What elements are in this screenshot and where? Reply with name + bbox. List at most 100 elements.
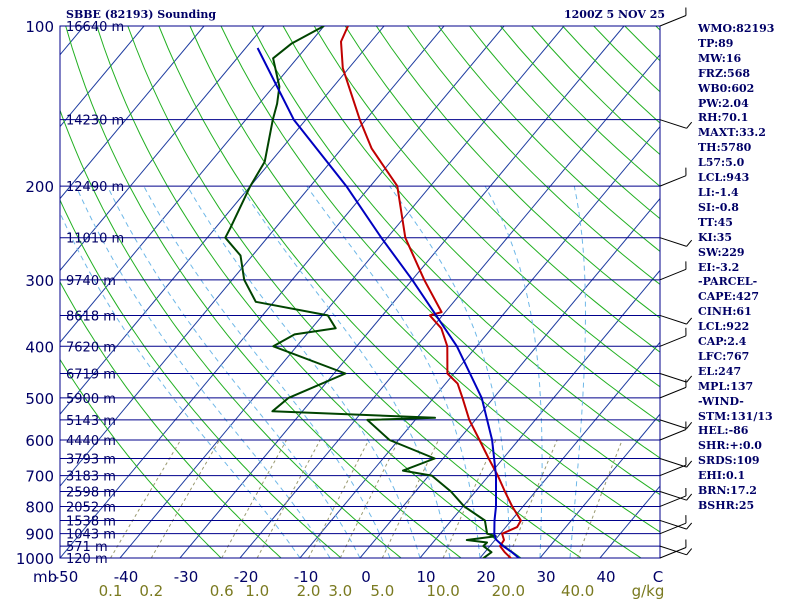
wind-barb-staff	[659, 314, 687, 325]
height-label: 571 m	[66, 540, 108, 555]
index-row: CINH:61	[698, 305, 752, 319]
pressure-tick-label: 700	[25, 468, 54, 486]
index-row: MPL:137	[698, 379, 754, 393]
dewpoint-line	[224, 26, 497, 558]
wind-barb-staff	[659, 386, 687, 399]
isotherm-line	[299, 125, 660, 558]
temperature-profile	[340, 26, 522, 558]
height-label: 7620 m	[66, 340, 116, 355]
wind-barb-staff	[659, 15, 687, 27]
mixing-ratio-tick-label: 0.1	[99, 582, 123, 600]
index-row: MAXT:33.2	[698, 126, 766, 140]
mixing-ratio-tick-label: 2.0	[297, 582, 321, 600]
isotherm-line	[60, 26, 445, 487]
isotherm-line	[60, 26, 325, 344]
pressure-tick-label: 200	[25, 178, 54, 196]
index-row: LI:-1.4	[698, 185, 739, 199]
pressure-tick-label: 1000	[16, 550, 54, 568]
wind-barb-staff	[659, 237, 687, 247]
temperature-line	[340, 26, 522, 558]
wind-barb-staff	[659, 522, 687, 535]
valid-time: 1200Z 5 NOV 25	[564, 8, 666, 21]
wind-barb-staff	[659, 373, 687, 383]
wind-barb-staff	[659, 519, 687, 530]
temperature-axis: -50 -40 -30 -20 -10 0 10 20 30 40 C	[54, 568, 663, 586]
index-row: HEL:-86	[698, 424, 749, 438]
wind-barb-staff	[659, 175, 687, 187]
temperature-tick-label: 30	[536, 568, 555, 586]
index-row: PW:2.04	[698, 96, 749, 110]
wind-barb-staff	[659, 268, 687, 281]
height-label: 3183 m	[66, 470, 116, 485]
parcel-line	[256, 47, 520, 558]
temperature-unit-label: C	[653, 568, 663, 586]
index-row: EL:247	[698, 364, 742, 378]
mixing-ratio-tick-label: 20.0	[492, 582, 525, 600]
station-title: SBBE (82193) Sounding	[66, 8, 217, 21]
isotherm-line	[60, 26, 205, 200]
height-label: 5900 m	[66, 392, 116, 407]
isotherm-line	[239, 53, 660, 558]
isotherm-lines	[60, 26, 660, 558]
wind-barb-staff	[659, 419, 687, 430]
wind-barb-flag	[686, 522, 693, 530]
height-label: 11010 m	[66, 232, 124, 247]
wind-barb-flag	[686, 239, 693, 247]
mixing-ratio-line	[256, 439, 321, 558]
mixing-ratio-axis: 0.1 0.2 0.6 1.0 2.0 3.0 5.0 10.0 20.0 40.0 g/kg	[99, 582, 665, 600]
index-row: BRN:17.2	[698, 484, 757, 498]
wind-barb-staff	[659, 491, 687, 501]
height-label: 5143 m	[66, 414, 116, 429]
wind-barb-flag	[686, 317, 693, 325]
height-label: 6719 m	[66, 368, 116, 383]
pressure-unit-label: mb	[33, 568, 57, 586]
temperature-tick-label: -20	[234, 568, 259, 586]
mixing-ratio-line	[381, 439, 439, 558]
index-row: -WIND-	[698, 394, 744, 408]
isotherm-line	[479, 341, 660, 558]
index-row: TT:45	[698, 215, 733, 229]
wind-barb-staff	[659, 545, 687, 556]
isobar-lines	[60, 25, 660, 559]
height-label: 8618 m	[66, 309, 116, 324]
height-labels: 16640 m 14230 m 12490 m 11010 m 9740 m 8618 m…	[66, 20, 124, 567]
isotherm-line	[539, 413, 660, 558]
parcel-trace	[256, 47, 520, 558]
height-label: 12490 m	[66, 180, 124, 195]
temperature-tick-label: -30	[174, 568, 199, 586]
isotherm-line	[60, 26, 385, 415]
moist-adiabat-line	[106, 185, 361, 558]
mixing-ratio-line	[110, 439, 182, 558]
wind-barb-flag	[686, 460, 693, 468]
pressure-tick-label: 800	[25, 498, 54, 516]
index-row: KI:35	[698, 230, 733, 244]
pressure-tick-label: 400	[25, 338, 54, 356]
wind-barb-flag	[686, 375, 693, 383]
wind-barb-staff	[659, 457, 687, 468]
temperature-tick-label: 40	[596, 568, 615, 586]
wind-barb-staff	[659, 464, 687, 477]
pressure-tick-label: 300	[25, 272, 54, 290]
isotherm-line	[179, 26, 625, 558]
pressure-tick-label: 600	[25, 432, 54, 450]
index-row: TP:89	[698, 36, 734, 50]
wind-barb-staff	[659, 119, 687, 129]
index-row: -PARCEL-	[698, 275, 758, 289]
mixing-ratio-tick-label: 3.0	[328, 582, 352, 600]
index-row: STM:131/13	[698, 409, 773, 423]
index-row: LCL:922	[698, 320, 750, 334]
mixing-ratio-line	[339, 439, 400, 558]
height-label: 14230 m	[66, 114, 124, 129]
height-label: 9740 m	[66, 274, 116, 289]
stability-indices-panel: WMO:82193 TP:89 MW:16 FRZ:568 WB0:602 PW:2.04…	[698, 22, 798, 514]
mixing-ratio-tick-label: 1.0	[245, 582, 269, 600]
frame-rect	[59, 25, 661, 559]
height-label: 3793 m	[66, 452, 116, 467]
plot-frame	[59, 25, 661, 559]
index-row: MW:16	[698, 51, 742, 65]
wind-barb-staff	[659, 547, 687, 559]
